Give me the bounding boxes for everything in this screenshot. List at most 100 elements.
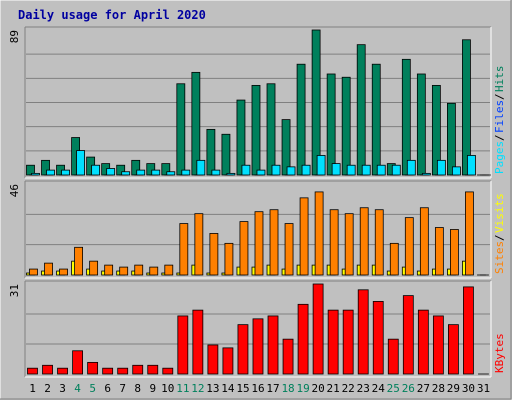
x-tick-label-day-10: 10	[161, 382, 174, 395]
bar-kbytes-day-2	[42, 364, 53, 375]
bar-hits-day-24	[371, 63, 381, 176]
panel-scale-max-label: 31	[8, 284, 21, 297]
chart-title: Daily usage for April 2020	[18, 8, 206, 22]
bar-sites-day-22	[344, 213, 354, 276]
bar-sites-day-10	[164, 264, 174, 276]
bar-kbytes-day-26	[402, 295, 414, 375]
bar-kbytes-day-23	[357, 289, 369, 375]
x-tick-label-day-4: 4	[74, 382, 81, 395]
bar-hits-day-12	[191, 71, 201, 176]
bar-pages-day-5	[91, 164, 101, 176]
bar-pages-day-3	[61, 169, 70, 176]
chart-panels: 89 46 31	[8, 26, 492, 378]
x-tick-label-day-9: 9	[149, 382, 156, 395]
x-tick-label-day-26: 26	[402, 382, 415, 395]
bar-kbytes-day-6	[102, 367, 114, 375]
bar-sites-day-28	[434, 227, 444, 276]
legend-entry-hits: Hits	[493, 66, 506, 93]
bar-kbytes-day-29	[448, 324, 459, 375]
bar-hits-day-22	[341, 76, 351, 176]
bar-pages-day-21	[331, 163, 341, 176]
x-tick-label-day-31: 31	[477, 382, 490, 395]
bar-pages-day-10	[166, 171, 176, 176]
legend-entry-files: Files	[493, 100, 506, 133]
bar-sites-day-23	[359, 207, 369, 276]
bar-kbytes-day-30	[463, 286, 474, 375]
bar-pages-day-28	[436, 159, 446, 176]
bar-sites-day-18	[284, 223, 294, 276]
bar-pages-day-7	[121, 171, 131, 176]
bar-hits-day-26	[401, 58, 411, 176]
bar-hits-day-17	[266, 83, 276, 176]
panel-kbytes: 31	[8, 280, 492, 378]
bar-sites-day-2	[44, 262, 53, 276]
bar-kbytes-day-12	[192, 309, 204, 375]
x-axis-labels: 1 2 3 4 5 6 7 8 9 10 11 12 13 14 15 16 17 18 19 20 21 22 23 24 2…	[29, 382, 490, 395]
bar-sites-day-29	[450, 229, 459, 276]
x-tick-label-day-15: 15	[236, 382, 249, 395]
bar-pages-day-14	[226, 172, 236, 176]
bar-hits-day-11	[176, 83, 186, 176]
x-tick-label-day-19: 19	[296, 382, 309, 395]
bar-sites-day-3	[59, 268, 68, 276]
legend-separator: /	[493, 234, 506, 241]
bar-kbytes-day-15	[237, 324, 249, 375]
bar-pages-day-29	[452, 166, 461, 176]
legend-kbytes: KBytes	[493, 333, 506, 373]
x-tick-label-day-18: 18	[281, 382, 294, 395]
bar-pages-day-6	[106, 168, 116, 176]
bar-sites-day-17	[269, 209, 279, 276]
bar-pages-day-12	[196, 159, 206, 176]
legend-separator: /	[493, 93, 506, 100]
bar-sites-day-12	[194, 213, 204, 276]
bar-hits-day-19	[296, 63, 306, 176]
bar-kbytes-day-22	[342, 309, 354, 375]
bar-sites-day-27	[419, 207, 429, 276]
bar-sites-day-14	[224, 242, 234, 276]
bar-kbytes-day-8	[132, 364, 144, 375]
panel-visits-sites: 46	[8, 180, 492, 279]
bar-pages-day-15	[241, 164, 251, 176]
x-tick-label-day-20: 20	[312, 382, 325, 395]
x-tick-label-day-11: 11	[176, 382, 189, 395]
bar-kbytes-day-25	[387, 338, 399, 375]
bar-kbytes-day-3	[57, 367, 68, 375]
bar-pages-day-19	[301, 164, 311, 176]
x-tick-label-day-7: 7	[119, 382, 126, 395]
legend-entry-kbytes: KBytes	[493, 333, 506, 373]
bar-sites-day-6	[104, 264, 114, 276]
bar-kbytes-day-18	[282, 338, 294, 375]
legend-entry-visits: Visits	[493, 193, 506, 233]
x-tick-label-day-25: 25	[387, 382, 400, 395]
x-tick-label-day-30: 30	[462, 382, 475, 395]
bar-pages-day-26	[406, 159, 416, 176]
bar-hits-day-16	[251, 84, 261, 176]
bar-pages-day-13	[211, 169, 221, 176]
bar-kbytes-day-5	[87, 361, 99, 375]
bar-hits-day-23	[356, 44, 366, 176]
bar-pages-day-22	[346, 164, 356, 176]
bar-kbytes-day-4	[72, 350, 83, 375]
bar-hits-day-30	[462, 39, 471, 176]
legend-visits-sites: Sites/Visits	[493, 193, 506, 274]
legend-separator: /	[493, 134, 506, 141]
bar-kbytes-day-10	[162, 367, 174, 375]
bar-kbytes-day-7	[117, 367, 129, 375]
bar-sites-day-8	[134, 264, 144, 276]
bar-kbytes-day-21	[327, 309, 339, 375]
bar-sites-day-26	[404, 217, 414, 276]
bar-pages-day-8	[136, 169, 146, 176]
x-tick-label-day-14: 14	[221, 382, 235, 395]
x-tick-label-day-29: 29	[447, 382, 460, 395]
bar-sites-day-21	[329, 209, 339, 276]
bar-sites-day-24	[374, 209, 384, 276]
bar-sites-day-4	[74, 246, 83, 276]
bar-hits-day-29	[447, 102, 456, 176]
x-tick-label-day-12: 12	[191, 382, 204, 395]
bar-sites-day-30	[465, 191, 474, 276]
panel-hits-files-pages: 89	[8, 26, 492, 179]
bar-sites-day-7	[119, 266, 129, 276]
x-tick-label-day-27: 27	[417, 382, 430, 395]
